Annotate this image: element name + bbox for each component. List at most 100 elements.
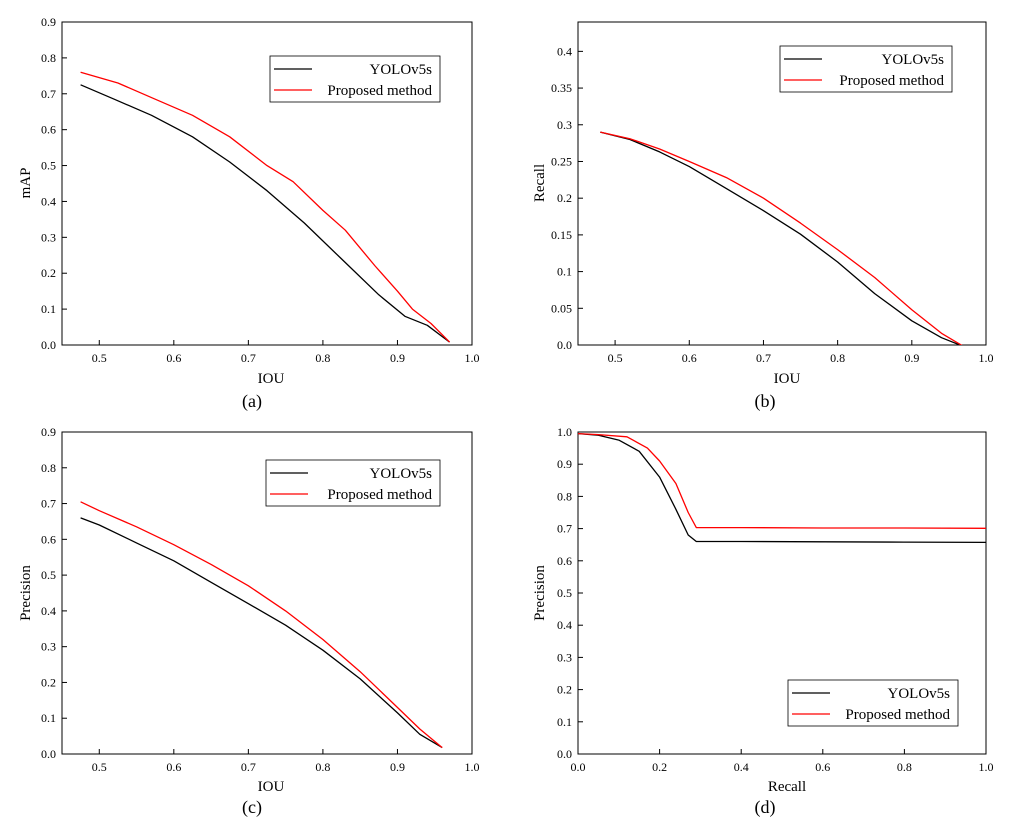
x-tick-label: 0.2 (652, 760, 667, 774)
y-tick-label: 0.2 (557, 683, 572, 697)
legend-box (269, 55, 441, 103)
legend-label: YOLOv5s (882, 52, 945, 68)
series-line-proposed-method (578, 432, 986, 529)
x-tick-label: 0.6 (815, 760, 830, 774)
legend-label: Proposed method (327, 487, 432, 503)
y-tick-label: 0.2 (557, 191, 572, 205)
y-tick-label: 0.4 (557, 618, 572, 632)
panel-caption: (a) (242, 391, 262, 412)
y-tick-label: 0.0 (41, 338, 56, 352)
y-tick-label: 0.8 (41, 461, 56, 475)
y-tick-label: 0.9 (41, 425, 56, 439)
y-tick-label: 0.8 (41, 51, 56, 65)
x-tick-label: 0.5 (92, 760, 107, 774)
chart-panel-b: 0.5 0.6 0.7 0.8 0.9 1.0 0.0 0.05 0.1 0.15 0.2 0.25 0… (532, 21, 994, 412)
legend-box (787, 679, 959, 727)
x-tick-label: 0.9 (390, 351, 405, 365)
y-tick-label: 0.2 (41, 675, 56, 689)
y-axis-label: Recall (532, 164, 548, 202)
y-tick-label: 0.1 (557, 715, 572, 729)
x-tick-label: 1.0 (465, 760, 480, 774)
x-tick-label: 0.6 (166, 760, 181, 774)
y-tick-label: 0.25 (551, 154, 572, 168)
series-line-yolov5s (80, 84, 450, 343)
x-tick-label: 0.8 (315, 760, 330, 774)
chart-panel-d: 0.0 0.2 0.4 0.6 0.8 1.0 0.0 0.1 0.2 0.3 0.4 0.5 0.6 0… (532, 425, 994, 818)
y-tick-label: 0.4 (557, 44, 572, 58)
y-tick-label: 0.05 (551, 301, 572, 315)
y-tick-label: 0.1 (41, 302, 56, 316)
x-axis-label: IOU (258, 371, 285, 387)
y-tick-label: 0.5 (557, 586, 572, 600)
panel-caption: (b) (755, 391, 776, 412)
x-tick-label: 0.6 (166, 351, 181, 365)
y-axis-label: Precision (532, 565, 548, 621)
legend-label: YOLOv5s (370, 62, 433, 78)
panel-caption: (d) (755, 797, 776, 818)
y-tick-label: 0.1 (557, 265, 572, 279)
x-tick-label: 1.0 (979, 760, 994, 774)
chart-panel-a: 0.5 0.6 0.7 0.8 0.9 1.0 0.0 0.1 0.2 0.3 0.4 0.5 0.6 0… (18, 15, 480, 412)
y-tick-label: 0.6 (557, 554, 572, 568)
legend: YOLOv5s Proposed method (787, 679, 959, 727)
y-tick-label: 0.15 (551, 228, 572, 242)
y-tick-label: 0.35 (551, 81, 572, 95)
y-tick-label: 0.3 (557, 118, 572, 132)
y-tick-label: 0.0 (41, 747, 56, 761)
y-tick-label: 0.9 (557, 457, 572, 471)
legend: YOLOv5s Proposed method (269, 55, 441, 103)
x-tick-label: 0.7 (241, 351, 256, 365)
y-tick-label: 0.3 (41, 230, 56, 244)
x-tick-label: 0.9 (390, 760, 405, 774)
y-tick-label: 0.4 (41, 194, 56, 208)
y-axis-label: Precision (18, 565, 34, 621)
plot-frame (61, 21, 473, 346)
legend: YOLOv5s Proposed method (265, 459, 441, 507)
x-axis-label: IOU (774, 371, 801, 387)
legend-label: Proposed method (839, 73, 944, 89)
y-tick-label: 0.5 (41, 568, 56, 582)
x-tick-label: 1.0 (979, 351, 994, 365)
x-tick-label: 0.6 (682, 351, 697, 365)
y-tick-label: 0.0 (557, 338, 572, 352)
series-line-yolov5s (600, 131, 962, 345)
legend-label: YOLOv5s (888, 686, 951, 702)
x-tick-label: 0.0 (571, 760, 586, 774)
legend-label: Proposed method (845, 707, 950, 723)
y-tick-label: 0.2 (41, 266, 56, 280)
x-tick-label: 0.7 (756, 351, 771, 365)
x-tick-label: 0.9 (904, 351, 919, 365)
legend-label: Proposed method (327, 83, 432, 99)
y-tick-label: 0.7 (557, 522, 572, 536)
y-tick-label: 0.8 (557, 489, 572, 503)
x-tick-label: 0.8 (897, 760, 912, 774)
x-tick-label: 1.0 (465, 351, 480, 365)
chart-panel-c: 0.5 0.6 0.7 0.8 0.9 1.0 0.0 0.1 0.2 0.3 0.4 0.5 0.6 0… (18, 425, 480, 818)
legend-label: YOLOv5s (370, 466, 433, 482)
y-tick-label: 0.5 (41, 159, 56, 173)
y-tick-label: 0.6 (41, 532, 56, 546)
y-tick-label: 0.3 (41, 640, 56, 654)
series-line-proposed-method (80, 71, 451, 343)
y-tick-label: 1.0 (557, 425, 572, 439)
plot-frame (61, 431, 473, 755)
series-line-yolov5s (578, 432, 986, 544)
series-line-proposed-method (600, 131, 963, 345)
y-tick-label: 0.1 (41, 711, 56, 725)
x-axis-label: IOU (258, 779, 285, 795)
series-line-yolov5s (80, 517, 443, 749)
y-axis-label: mAP (18, 168, 34, 199)
y-tick-label: 0.3 (557, 650, 572, 664)
panel-caption: (c) (242, 797, 262, 818)
legend: YOLOv5s Proposed method (779, 45, 953, 93)
x-tick-label: 0.8 (830, 351, 845, 365)
legend-box (265, 459, 441, 507)
legend-box (779, 45, 953, 93)
y-tick-label: 0.7 (41, 497, 56, 511)
x-tick-label: 0.5 (92, 351, 107, 365)
x-axis-label: Recall (768, 779, 806, 795)
series-line-proposed-method (80, 501, 443, 749)
y-tick-label: 0.0 (557, 747, 572, 761)
y-tick-label: 0.4 (41, 604, 56, 618)
